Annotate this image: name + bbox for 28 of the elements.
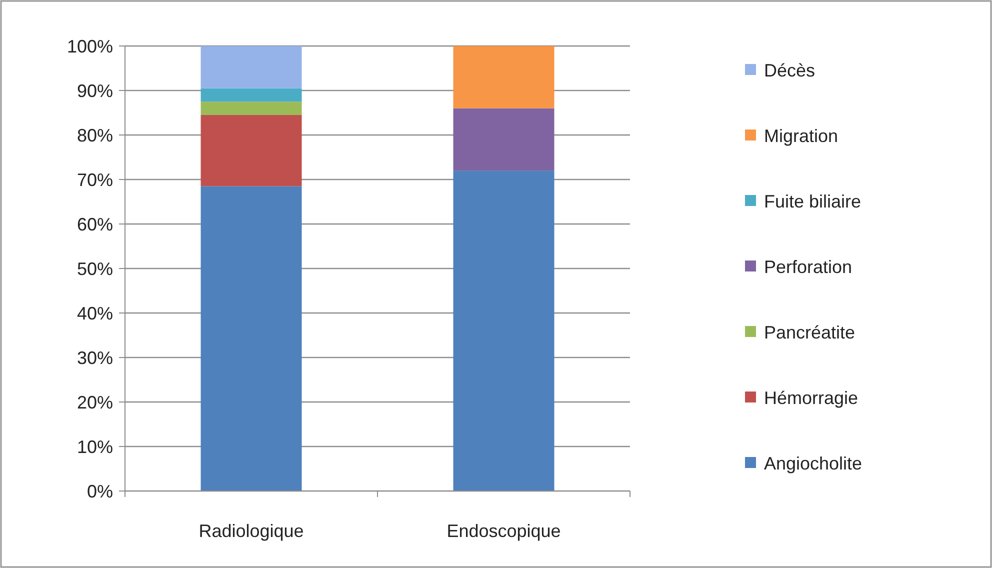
bar	[453, 170, 554, 491]
bar	[200, 114, 302, 186]
y-tick-label: 0%	[86, 481, 113, 502]
y-tick-label: 50%	[76, 258, 113, 279]
x-tick-label: Radiologique	[198, 521, 304, 541]
bar	[453, 46, 554, 108]
y-tick-label: 60%	[76, 214, 113, 234]
bar	[200, 46, 302, 88]
y-tick-label: 40%	[76, 303, 113, 324]
bar	[453, 108, 554, 171]
legend-label: Migration	[764, 126, 838, 146]
y-tick-label: 90%	[76, 80, 113, 101]
y-tick-label: 70%	[76, 170, 113, 190]
legend-label: Hémorragie	[764, 388, 858, 408]
legend-label: Fuite biliaire	[764, 191, 862, 212]
y-tick-label: 20%	[76, 392, 113, 412]
y-tick-label: 80%	[76, 125, 113, 146]
legend-label: Décès	[764, 60, 816, 80]
bar	[200, 186, 302, 491]
legend-label: Perforation	[764, 256, 852, 277]
legend-label: Angiocholite	[764, 453, 862, 474]
bar	[200, 88, 302, 102]
y-tick-label: 30%	[76, 348, 113, 368]
bar	[200, 102, 302, 115]
y-tick-label: 100%	[66, 36, 113, 56]
x-tick-label: Endoscopique	[446, 521, 561, 541]
y-tick-label: 10%	[76, 436, 113, 457]
legend-label: Pancréatite	[764, 322, 856, 342]
